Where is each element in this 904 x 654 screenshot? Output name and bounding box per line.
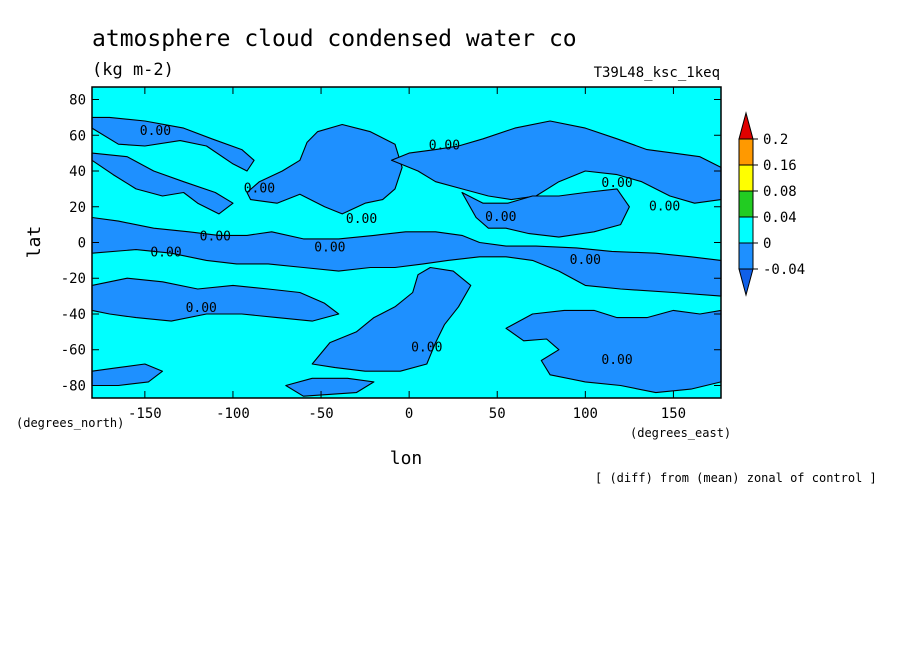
x-tick-label: -50: [308, 406, 333, 422]
y-tick-label: 20: [69, 200, 86, 216]
footnote: [ (diff) from (mean) zonal of control ]: [595, 471, 877, 485]
negative-region: [461, 188, 630, 238]
y-axis: 80 60 40 20 0 -20 -40 -60 -80: [61, 93, 721, 394]
contour-label: 0.00: [570, 253, 601, 268]
contour-label: 0.00: [140, 124, 171, 139]
contour-labels: 0.000.000.00 0.000.00 0.000.000.000.000.00…: [140, 124, 681, 368]
contour-label: 0.00: [314, 240, 345, 255]
y-tick-label: -20: [61, 271, 86, 287]
contour-label: 0.00: [649, 199, 680, 214]
x-units-label: (degrees_east): [630, 426, 731, 440]
x-tick-label: 150: [661, 406, 686, 422]
colorbar-swatch: [738, 164, 754, 192]
x-tick-label: 0: [405, 406, 413, 422]
colorbar-top-triangle: [738, 111, 754, 140]
contour-label: 0.00: [485, 210, 516, 225]
x-tick-label: 50: [489, 406, 506, 422]
colorbar-swatch: [738, 190, 754, 218]
colorbar-label: 0.16: [763, 158, 797, 174]
colorbar: 0.2 0.16 0.08 0.04 0 -0.04: [738, 111, 805, 297]
colorbar-swatch: [738, 242, 754, 270]
negative-region: [246, 123, 403, 215]
plot-area: [91, 87, 722, 398]
x-tick-label: -100: [216, 406, 250, 422]
contour-label: 0.00: [150, 246, 181, 261]
y-tick-label: 0: [78, 236, 86, 252]
x-axis-label: lon: [390, 448, 423, 469]
contour-label: 0.00: [244, 181, 275, 196]
y-tick-label: -40: [61, 307, 86, 323]
experiment-label: T39L48_ksc_1keq: [594, 65, 720, 81]
y-tick-label: -60: [61, 343, 86, 359]
y-tick-label: -80: [61, 378, 86, 394]
negative-region: [311, 266, 472, 372]
x-tick-label: 100: [573, 406, 598, 422]
contour-label: 0.00: [346, 212, 377, 227]
y-tick-label: 40: [69, 164, 86, 180]
contour-label: 0.00: [601, 176, 632, 191]
y-axis-label: lat: [24, 226, 45, 259]
contour-label: 0.00: [601, 353, 632, 368]
contour-label: 0.00: [411, 340, 442, 355]
negative-region: [91, 116, 255, 172]
colorbar-label: 0.08: [763, 184, 797, 200]
contour-label: 0.00: [186, 301, 217, 316]
negative-region: [91, 152, 234, 215]
colorbar-label: 0: [763, 236, 771, 252]
negative-region: [505, 309, 722, 394]
colorbar-label: 0.2: [763, 132, 788, 148]
chart-units: (kg m-2): [92, 60, 174, 80]
negative-region: [285, 377, 375, 397]
x-tick-label: -150: [128, 406, 162, 422]
colorbar-swatch: [738, 138, 754, 166]
colorbar-swatch: [738, 216, 754, 244]
negative-region: [91, 277, 340, 322]
colorbar-bottom-triangle: [738, 268, 754, 297]
x-axis: -150 -100 -50 0 50 100 150: [128, 87, 686, 422]
contour-label: 0.00: [429, 138, 460, 153]
colorbar-label: 0.04: [763, 210, 797, 226]
chart-title: atmosphere cloud condensed water co: [92, 26, 577, 52]
y-tick-label: 60: [69, 128, 86, 144]
y-units-label: (degrees_north): [16, 416, 124, 430]
y-tick-label: 80: [69, 93, 86, 109]
contour-label: 0.00: [200, 230, 231, 245]
colorbar-label: -0.04: [763, 262, 805, 278]
